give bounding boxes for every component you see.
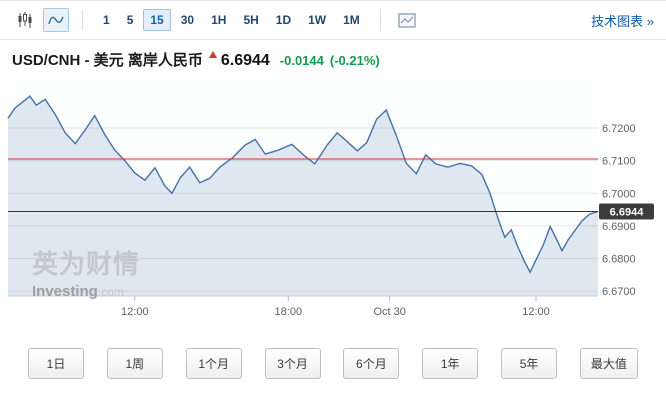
indicators-icon[interactable] xyxy=(394,8,420,32)
technical-chart-link[interactable]: 技术图表 » xyxy=(591,13,654,29)
interval-button-30[interactable]: 30 xyxy=(180,13,195,27)
interval-button-5[interactable]: 5 xyxy=(126,13,134,27)
interval-button-1[interactable]: 1 xyxy=(103,13,110,27)
chart-area[interactable]: 6.7200 6.7100 6.7000 6.6900 6.6800 6.6700 12:0… xyxy=(0,72,666,334)
toolbar-separator xyxy=(379,10,381,30)
candlestick-glyph xyxy=(18,12,32,28)
instrument-title: USD/CNH - 美元 离岸人民币 xyxy=(12,52,203,69)
svg-text:12:00: 12:00 xyxy=(121,306,149,318)
svg-text:6.6800: 6.6800 xyxy=(602,254,636,266)
price-change: -0.0144 xyxy=(279,53,324,68)
area-chart-icon[interactable] xyxy=(43,8,69,32)
range-buttons: 1日 1周 1个月 3个月 6个月 1年 5年 最大值 xyxy=(0,334,666,379)
grid-lines xyxy=(8,127,598,292)
range-button-2[interactable]: 1个月 xyxy=(185,348,242,379)
range-button-5[interactable]: 1年 xyxy=(422,348,479,379)
interval-button-15[interactable]: 15 xyxy=(143,9,171,31)
range-button-1[interactable]: 1周 xyxy=(106,348,163,379)
svg-text:12:00: 12:00 xyxy=(522,306,550,318)
last-price-value: 6.6944 xyxy=(220,52,270,69)
svg-text:6.7000: 6.7000 xyxy=(602,188,636,200)
svg-text:18:00: 18:00 xyxy=(275,306,303,318)
interval-buttons: 1 5 15 30 1H 5H 1D 1W 1M xyxy=(96,9,367,31)
svg-text:6.7100: 6.7100 xyxy=(602,156,636,168)
price-tick-up-icon xyxy=(208,51,217,58)
plot-background xyxy=(8,84,598,296)
interval-button-1h[interactable]: 1H xyxy=(211,13,227,27)
candlestick-chart-icon[interactable] xyxy=(12,8,38,32)
y-axis-labels: 6.7200 6.7100 6.7000 6.6900 6.6800 6.6700 xyxy=(602,123,636,298)
range-button-6[interactable]: 5年 xyxy=(501,348,558,379)
price-chart-svg[interactable]: 6.7200 6.7100 6.7000 6.6900 6.6800 6.6700 12:0… xyxy=(0,72,666,334)
price-area-series xyxy=(7,95,599,296)
svg-text:Oct 30: Oct 30 xyxy=(373,306,405,318)
range-button-4[interactable]: 6个月 xyxy=(343,348,400,379)
indicators-glyph xyxy=(398,12,416,28)
interval-button-1m[interactable]: 1M xyxy=(343,13,360,27)
svg-text:6.6900: 6.6900 xyxy=(602,221,636,233)
last-price-badge: 6.6944 xyxy=(599,203,654,220)
instrument-header: USD/CNH - 美元 离岸人民币 6.6944 -0.0144 (-0.21… xyxy=(0,40,666,72)
range-button-0[interactable]: 1日 xyxy=(28,348,84,379)
range-button-3[interactable]: 3个月 xyxy=(264,348,321,379)
area-wave-glyph xyxy=(48,16,64,25)
interval-button-1w[interactable]: 1W xyxy=(308,13,327,27)
svg-text:6.7200: 6.7200 xyxy=(602,123,636,135)
price-change-percent: (-0.21%) xyxy=(329,53,380,68)
svg-text:6.6944: 6.6944 xyxy=(610,207,645,219)
chart-toolbar: 1 5 15 30 1H 5H 1D 1W 1M 技术图表 » xyxy=(0,0,666,40)
range-button-7[interactable]: 最大值 xyxy=(579,348,638,379)
interval-button-5h[interactable]: 5H xyxy=(243,13,259,27)
interval-button-1d[interactable]: 1D xyxy=(275,13,292,27)
x-axis-labels: 12:00 18:00 Oct 30 12:00 xyxy=(121,296,550,318)
toolbar-separator xyxy=(82,10,83,30)
svg-text:6.6700: 6.6700 xyxy=(602,286,636,298)
